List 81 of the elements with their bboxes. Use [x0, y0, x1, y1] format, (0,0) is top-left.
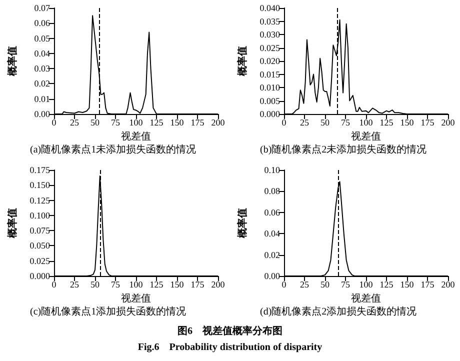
y-tick-label: 0.000 [260, 109, 280, 119]
text: (a)随机像素点1未添加损失函数的情况 [30, 144, 196, 156]
y-tick-label: 0.10 [264, 165, 280, 175]
y-tick-label: 0.02 [34, 78, 50, 89]
y-tick-label: 0.150 [30, 180, 50, 190]
y-tick-label: 0.08 [264, 186, 280, 196]
y-tick-label: 0.02 [264, 250, 280, 260]
y-axis-title: 概率值 [236, 46, 248, 77]
y-tick-label: 0.06 [34, 18, 50, 28]
y-tick-label: 0.04 [264, 228, 280, 239]
x-tick-label: 0 [52, 118, 57, 128]
text: (d)随机像素点2添加损失函数的情况 [260, 306, 417, 318]
y-tick-label: 0.025 [260, 42, 280, 53]
y-tick-label: 0.05 [34, 33, 50, 44]
x-axis-title: 视差值 [351, 130, 381, 142]
y-tick-label: 0.175 [30, 165, 50, 175]
y-tick-label: 0.035 [260, 16, 280, 26]
y-tick-label: 0.000 [30, 271, 50, 281]
x-tick-label: 50 [320, 118, 330, 128]
y-axis-title: 概率值 [6, 208, 18, 239]
y-tick-label: 0.03 [34, 64, 50, 74]
x-tick-label: 175 [420, 280, 435, 290]
y-tick-label: 0.040 [260, 3, 280, 13]
x-tick-label: 125 [150, 118, 164, 128]
x-tick-label: 125 [150, 280, 164, 290]
x-tick-label: 25 [70, 118, 80, 128]
x-tick-label: 25 [300, 280, 310, 290]
x-axis-title: 视差值 [121, 292, 151, 304]
y-tick-label: 0.020 [260, 56, 280, 66]
text: (c)随机像素点1添加损失函数的情况 [30, 306, 186, 318]
x-tick-label: 175 [190, 118, 205, 128]
y-axis-title: 概率值 [6, 46, 18, 77]
x-tick-label: 50 [320, 280, 330, 290]
x-tick-label: 50 [90, 280, 100, 290]
y-tick-label: 0.030 [260, 30, 280, 40]
y-tick-label: 0.015 [260, 69, 280, 80]
x-tick-label: 125 [380, 118, 394, 128]
x-tick-label: 100 [129, 280, 144, 290]
x-tick-label: 100 [129, 118, 144, 128]
caption: Fig.6 Probability distribution of disparity [136, 341, 324, 355]
x-tick-label: 125 [380, 280, 394, 290]
x-tick-label: 150 [170, 118, 184, 128]
x-tick-label: 150 [400, 280, 414, 290]
x-tick-label: 200 [441, 280, 456, 290]
x-tick-label: 25 [300, 118, 310, 128]
x-tick-label: 175 [420, 118, 435, 128]
y-tick-label: 0.005 [260, 96, 280, 106]
caption: 图6 视差值概率分布图 [176, 324, 284, 339]
text: (b)随机像素点2未添加损失函数的情况 [260, 144, 427, 156]
x-tick-label: 200 [211, 280, 226, 290]
x-tick-label: 50 [90, 118, 100, 128]
x-axis-title: 视差值 [121, 130, 151, 142]
x-tick-label: 75 [341, 280, 350, 290]
x-tick-label: 75 [341, 118, 350, 128]
y-tick-label: 0.00 [34, 109, 50, 119]
x-tick-label: 175 [190, 280, 205, 290]
x-tick-label: 200 [441, 118, 456, 128]
y-tick-label: 0.125 [30, 195, 50, 206]
x-tick-label: 150 [400, 118, 414, 128]
y-tick-label: 0.00 [264, 271, 280, 281]
y-tick-label: 0.010 [260, 82, 280, 92]
x-tick-label: 100 [359, 118, 374, 128]
x-tick-label: 200 [211, 118, 226, 128]
y-axis-title: 概率值 [236, 208, 248, 239]
y-tick-label: 0.01 [34, 94, 50, 104]
x-tick-label: 0 [282, 280, 287, 290]
x-tick-label: 75 [111, 118, 120, 128]
x-tick-label: 25 [70, 280, 80, 290]
x-tick-label: 75 [111, 280, 120, 290]
y-tick-label: 0.06 [264, 207, 280, 218]
y-tick-label: 0.07 [34, 3, 50, 13]
y-tick-label: 0.050 [30, 240, 50, 251]
y-tick-label: 0.04 [34, 48, 50, 58]
x-tick-label: 0 [282, 118, 287, 128]
y-tick-label: 0.100 [30, 210, 50, 220]
y-tick-label: 0.075 [30, 226, 50, 236]
x-tick-label: 100 [359, 280, 374, 290]
y-tick-label: 0.025 [30, 256, 50, 266]
x-axis-title: 视差值 [351, 292, 381, 304]
x-tick-label: 0 [52, 280, 57, 290]
x-tick-label: 150 [170, 280, 184, 290]
